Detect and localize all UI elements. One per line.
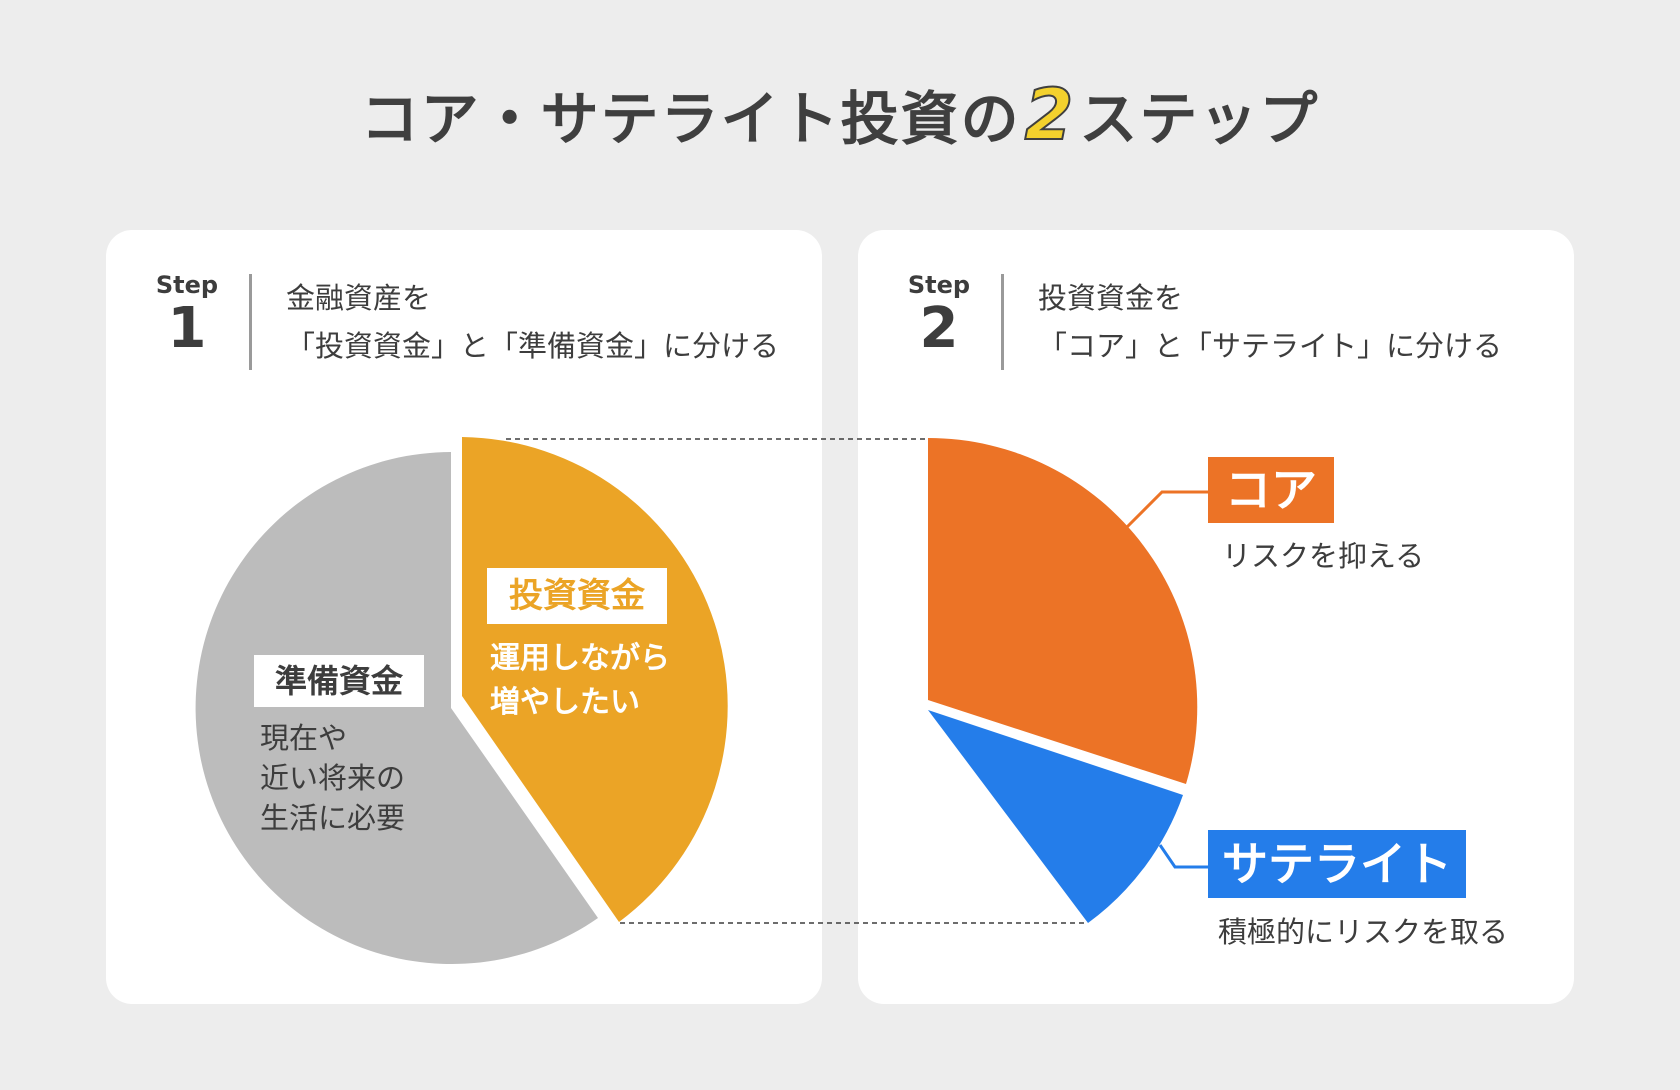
reserve-fund-slice — [195, 452, 598, 964]
title-number: 2 — [1024, 73, 1076, 157]
title-prefix: コア・サテライト投資の — [360, 85, 1021, 153]
investment-fund-label: 投資資金 — [487, 568, 667, 624]
step2-desc-line1: 投資資金を — [1038, 281, 1184, 315]
reserve-fund-desc-line3: 生活に必要 — [260, 801, 406, 835]
core-leader-line — [1125, 490, 1212, 529]
step2-divider — [1001, 274, 1004, 370]
satellite-desc: 積極的にリスクを取る — [1218, 915, 1509, 949]
reserve-fund-desc-line2: 近い将来の — [260, 761, 406, 795]
core-slice — [928, 437, 1198, 784]
satellite-slice — [928, 710, 1183, 923]
core-label: コア — [1208, 457, 1334, 523]
investment-fund-desc-line1: 運用しながら — [490, 641, 670, 676]
satellite-label: サテライト — [1208, 830, 1466, 898]
step1-number: 1 — [167, 296, 207, 361]
reserve-fund-label: 準備資金 — [254, 655, 424, 707]
step2-description: 投資資金を 「コア」と「サテライト」に分ける — [1038, 274, 1502, 370]
step2-number: 2 — [919, 296, 959, 361]
step1-desc-line1: 金融資産を — [286, 281, 432, 315]
investment-fund-slice — [462, 437, 728, 922]
reserve-fund-desc-line1: 現在や — [260, 721, 348, 755]
investment-fund-desc-line2: 増やしたい — [490, 685, 640, 720]
page-title: コア・サテライト投資の2ステップ — [0, 72, 1680, 157]
step1-description: 金融資産を 「投資資金」と「準備資金」に分ける — [286, 274, 779, 370]
title-suffix: ステップ — [1079, 85, 1320, 153]
step1-divider — [249, 274, 252, 370]
step1-word: Step — [155, 271, 219, 299]
core-desc: リスクを抑える — [1222, 539, 1425, 573]
satellite-leader-line — [1158, 844, 1212, 869]
step1-badge: Step 1 — [150, 272, 224, 360]
step2-badge: Step 2 — [902, 272, 976, 360]
step1-desc-line2: 「投資資金」と「準備資金」に分ける — [286, 329, 780, 363]
step2-word: Step — [907, 271, 971, 299]
step2-desc-line2: 「コア」と「サテライト」に分ける — [1038, 329, 1503, 363]
